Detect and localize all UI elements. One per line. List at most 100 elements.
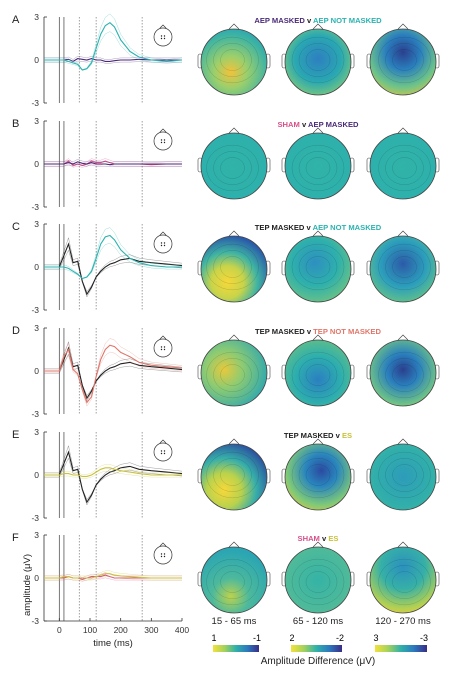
series-line [44, 573, 182, 579]
y-tick-label: 3 [34, 530, 39, 540]
topo-nose [228, 23, 240, 30]
colorbar-2-high: -2 [336, 633, 344, 643]
colorbar-1: 1 -1 [211, 633, 261, 652]
window-label-1: 15 - 65 ms [212, 616, 257, 627]
topo-contour [213, 250, 252, 284]
topo-contour [305, 571, 331, 593]
series-ci-upper [44, 159, 182, 163]
electrode-dot [160, 139, 163, 141]
comparison-title: SHAM v AEP MASKED [277, 120, 359, 129]
topo-contour [392, 571, 417, 593]
topo-nose [228, 127, 240, 134]
window-label-2: 65 - 120 ms [293, 616, 343, 627]
topo-nose [312, 23, 324, 30]
electrode-dot [163, 348, 166, 351]
head-icon [153, 234, 173, 254]
y-tick-label: -3 [31, 98, 39, 108]
topo-contour [378, 243, 431, 291]
topo-contour [298, 358, 338, 392]
y-tick-label: 3 [34, 219, 39, 229]
series-ci-lower [44, 243, 182, 279]
x-axis: 0 100 200 300 400 [44, 618, 189, 635]
topoplot-3 [366, 230, 440, 303]
topo-contour [206, 451, 259, 499]
comparison-title: TEP MASKED v AEP NOT MASKED [255, 223, 382, 232]
head-icon [153, 27, 173, 47]
topo-contour [291, 451, 345, 499]
topo-contour [378, 451, 431, 499]
panel-letter: E [12, 429, 19, 441]
head-icon [153, 131, 173, 151]
topo-contour [305, 256, 331, 278]
title-part: v [300, 120, 308, 129]
topo-nose [312, 438, 324, 445]
topo-head [284, 132, 352, 200]
x-tick-label: 400 [175, 625, 189, 635]
electrode-dot [163, 555, 166, 558]
topo-contour [392, 364, 417, 386]
topoplot-1 [197, 23, 271, 96]
electrode-dot [160, 450, 163, 452]
series-line [44, 467, 182, 477]
colorbar-3: 3 -3 [373, 633, 428, 652]
series-ci-lower [44, 576, 182, 581]
title-part: AEP MASKED [254, 16, 305, 25]
topo-nose [228, 541, 240, 548]
topo-contour [305, 464, 331, 486]
series-ci-upper [44, 13, 183, 71]
y-tick-label: 0 [34, 262, 39, 272]
electrode-dot [160, 348, 163, 351]
topo-head [200, 132, 268, 200]
electrode-dot [160, 242, 163, 244]
topo-contour [206, 144, 259, 192]
colorbar-3-low: 3 [373, 633, 378, 643]
y-tick-label: -3 [31, 409, 39, 419]
panel-letter: C [12, 221, 20, 233]
topo-contour [220, 256, 245, 278]
series-ci-lower [44, 163, 182, 168]
series-ci-lower [44, 351, 183, 400]
topoplot-1 [197, 334, 271, 407]
topoplot-1 [197, 438, 271, 511]
colorbar-1-high: -1 [253, 633, 261, 643]
topo-contour [385, 458, 424, 492]
colorbar-2: 2 -2 [289, 633, 344, 652]
topo-contour [206, 351, 259, 399]
title-part: AEP NOT MASKED [313, 223, 382, 232]
title-part: TEP MASKED [255, 327, 305, 336]
y-tick-label: 0 [34, 470, 39, 480]
topo-head [200, 443, 268, 511]
topo-contour [392, 157, 417, 179]
colorbar-label: Amplitude Difference (μV) [261, 656, 376, 667]
topo-nose [228, 230, 240, 237]
topo-contour [298, 151, 338, 185]
topo-nose [312, 541, 324, 548]
y-tick-label: 0 [34, 55, 39, 65]
topo-nose [397, 127, 409, 134]
electrode-dot [163, 553, 166, 555]
topo-head [284, 235, 352, 303]
series-line [44, 450, 183, 504]
comparison-title: TEP MASKED v ES [284, 431, 352, 440]
series-line [44, 344, 183, 404]
topo-contour [385, 151, 424, 185]
topo-contour [291, 144, 345, 192]
panel-letter: B [12, 118, 19, 130]
topo-contour [385, 250, 424, 284]
title-part: SHAM [277, 120, 299, 129]
electrode-dot [160, 35, 163, 37]
topoplot-1 [197, 541, 271, 614]
panel-c: C 3 0 -3 TEP MASKED v AEP NOT MASKED [12, 219, 440, 315]
electrode-dot [163, 452, 166, 455]
electrode-dot [163, 450, 166, 452]
series-ci-lower [44, 249, 183, 292]
panel-letter: F [12, 532, 19, 544]
topoplot-2 [281, 438, 355, 511]
series-line [44, 242, 183, 296]
topo-head [284, 443, 352, 511]
topoplot-1 [197, 127, 271, 200]
topo-contour [206, 558, 259, 606]
topo-nose [397, 230, 409, 237]
window-label-3: 120 - 270 ms [375, 616, 431, 627]
